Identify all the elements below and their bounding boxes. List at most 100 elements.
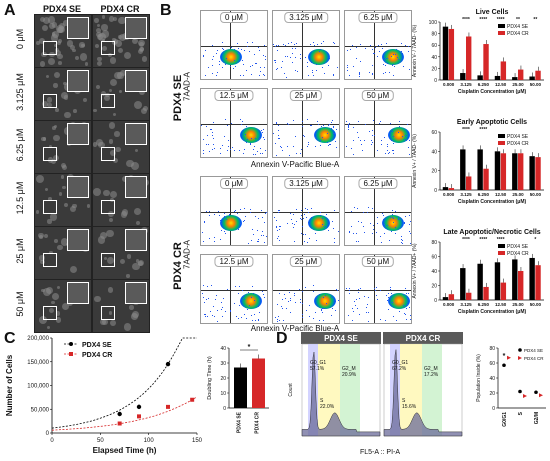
flow-dose-label: 0 μM xyxy=(220,12,248,23)
bar xyxy=(442,297,449,300)
legend-swatch-cr xyxy=(498,31,505,35)
histogram-shape xyxy=(383,349,463,437)
bar xyxy=(518,271,524,300)
legend-swatch-se xyxy=(498,24,505,28)
y-tick-label: 40 xyxy=(431,269,437,275)
bar xyxy=(466,36,472,80)
flow-dose-label: 12.5 μM xyxy=(214,256,254,267)
flow-plot: 3.125 μM xyxy=(272,176,340,246)
micrograph-image xyxy=(92,173,150,227)
micrograph-image xyxy=(92,14,150,68)
panel-d-letter: D xyxy=(276,330,288,347)
legend-label-cr: PDX4 CR xyxy=(507,141,529,147)
flow-plot: 0 μM xyxy=(200,176,268,246)
data-point-cr xyxy=(539,393,543,398)
micrograph-row-label: 12.5 μM xyxy=(15,181,25,215)
flow-dose-label: 3.125 μM xyxy=(284,178,328,189)
bar-chart: Late Apoptotic/Necrotic Cells 0 20 40 60 80 An… xyxy=(412,229,544,315)
y-axis-label: Number of Cells xyxy=(5,354,14,416)
significance-label: **** xyxy=(462,17,470,23)
y-tick-label: 0 xyxy=(434,78,437,84)
flow-plot: 12.5 μM xyxy=(200,88,268,158)
bar xyxy=(529,156,535,190)
growth-curve-chart: 0 50,000 100,000 150,000 200,000 0 50 100 150 Num… xyxy=(5,336,203,455)
y-tick-label: 80 xyxy=(489,346,495,352)
data-point xyxy=(117,411,122,417)
gate-label-s: S xyxy=(320,398,324,404)
flow-dose-label: 25 μM xyxy=(289,90,323,101)
y-tick-label: 0 xyxy=(492,406,495,412)
x-tick-label: 25.00 xyxy=(512,302,524,307)
y-tick-label: 0 xyxy=(223,406,226,412)
significance-label: **** xyxy=(497,237,505,243)
y-tick-label: 60 xyxy=(431,255,437,261)
flow-dose-label: 50 μM xyxy=(361,90,395,101)
bar xyxy=(466,176,472,190)
y-tick-label: 80 xyxy=(431,32,437,38)
x-tick-label: 0.000 xyxy=(443,192,455,197)
x-axis-label: Cisplatin Concentration (μM) xyxy=(458,89,527,95)
micrograph-image xyxy=(92,120,150,174)
bar xyxy=(535,157,541,190)
micrograph-image xyxy=(34,279,92,333)
flow-dose-label: 3.125 μM xyxy=(284,12,328,23)
bar xyxy=(500,61,507,80)
data-point xyxy=(165,361,171,367)
chart-title: Late Apoptotic/Necrotic Cells xyxy=(443,229,540,236)
micrograph-image xyxy=(34,226,92,280)
bar xyxy=(460,149,466,190)
x-tick-label: 12.50 xyxy=(495,302,507,307)
legend-label-cr: PDX4 CR xyxy=(507,251,529,257)
x-tick-label: S xyxy=(518,411,524,415)
flow-plot: 3.125 μM xyxy=(272,10,340,80)
micrograph-row-label: 3.125 μM xyxy=(15,73,25,111)
bar xyxy=(477,75,483,80)
legend-marker xyxy=(69,352,73,356)
flow-plot: 50 μM xyxy=(344,254,412,324)
bar xyxy=(535,265,541,300)
y-axis-label: Annexin V+ / 7AAD+ (%) xyxy=(412,243,418,298)
bar xyxy=(460,268,466,300)
x-axis-label: Cisplatin Concentration (μM) xyxy=(458,199,527,205)
flow-dose-label: 50 μM xyxy=(361,256,395,267)
bar xyxy=(512,259,518,300)
flow-dose-label: 6.25 μM xyxy=(358,178,398,189)
y-tick-label: 100 xyxy=(429,20,438,26)
legend-label-cr: PDX4 CR xyxy=(507,31,529,37)
flow-dose-label: 25 μM xyxy=(289,256,323,267)
x-tick-label: 150 xyxy=(192,438,203,444)
x-tick-label: 50.00 xyxy=(530,302,542,307)
micrograph-row-label: 50 μM xyxy=(15,291,25,317)
gate-label-g2: G2_M xyxy=(342,366,356,372)
panel-c-letter: C xyxy=(4,330,16,347)
flow-plot: 25 μM xyxy=(272,88,340,158)
panel-b-xlabel-top: Annexin V-Pacific Blue-A xyxy=(250,160,340,169)
significance-label: * xyxy=(248,344,251,351)
data-point xyxy=(137,414,141,419)
x-tick-label: G0/G1 xyxy=(502,412,508,427)
x-tick-label: 6.250 xyxy=(478,192,490,197)
significance-label: * xyxy=(534,237,536,243)
fit-curve xyxy=(51,337,197,429)
bar xyxy=(234,367,247,408)
data-point xyxy=(136,404,142,410)
y-tick-label: 60 xyxy=(431,130,437,136)
histogram-shape xyxy=(301,351,381,437)
panel-a-letter: A xyxy=(4,2,16,19)
flow-dose-label: 6.25 μM xyxy=(358,12,398,23)
micrograph-row-label: 25 μM xyxy=(15,238,25,264)
apoptosis-bar-charts: Live Cells 0 20 40 60 80 100 Annexin V- / 7AAD-… xyxy=(412,9,544,315)
chart-title: Live Cells xyxy=(476,9,509,16)
y-tick-label: 40 xyxy=(431,55,437,61)
y-tick-label: 40 xyxy=(489,376,495,382)
legend-label-se: PDX4 SE xyxy=(507,24,529,30)
y-tick-label: 60 xyxy=(431,43,437,49)
x-tick-label: G2/M xyxy=(534,412,540,424)
bar xyxy=(494,75,501,80)
legend-marker-cr xyxy=(518,356,522,360)
x-tick-label: PDX4 CR xyxy=(255,412,261,434)
y-tick-label: 20 xyxy=(489,391,495,397)
gate-label-g1: G0_G1 xyxy=(392,360,408,366)
legend-label-se: PDX4 SE xyxy=(524,348,543,353)
bar xyxy=(477,263,483,300)
